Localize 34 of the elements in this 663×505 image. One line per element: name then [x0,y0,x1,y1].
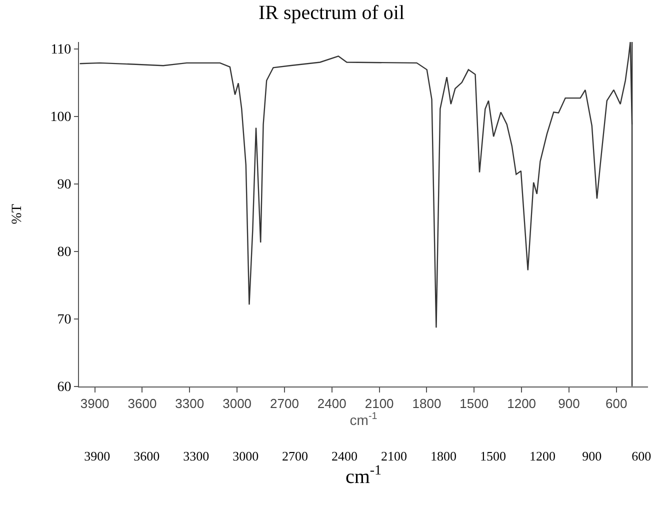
x2-tick-label: 3300 [183,448,210,464]
x2-tick-label: 900 [582,448,602,464]
x-tick-label: 2400 [317,396,346,411]
y-tick-label: 90 [57,178,72,193]
x2-tick-label: 1800 [430,448,456,464]
x-tick-label: 600 [606,396,628,411]
x-tick-label: 1200 [507,396,536,411]
x2-tick-label: 2100 [381,448,408,464]
x-tick-label: 3900 [80,396,110,411]
x-tick-label: 3300 [175,396,204,411]
y-tick-label: 100 [50,110,72,126]
x-tick-label: 2700 [270,396,299,411]
x2-tick-label: 3000 [232,448,259,464]
x-tick-label: 3000 [222,396,252,411]
x-tick-label: 3600 [128,396,157,411]
x-tick-label: 1500 [460,396,489,411]
x2-tick-label: 2400 [332,448,358,464]
x-tick-label: 2100 [364,396,394,411]
y-tick-label: 70 [57,312,72,328]
x2-tick-label: 3900 [84,448,110,464]
y-tick-label: 110 [50,42,72,58]
x2-tick-label: 600 [632,448,652,464]
y-axis-title: %T [10,204,25,224]
y-tick-label: 80 [57,245,72,260]
y-tick-label: 60 [57,380,72,396]
x2-tick-label: 2700 [282,448,308,464]
x-tick-label: 1800 [412,396,442,411]
x-tick-label: 900 [558,396,580,411]
x2-tick-label: 1200 [529,448,556,464]
x2-tick-label: 1500 [480,448,506,464]
chart-title: IR spectrum of oil [258,2,405,24]
x2-tick-label: 3600 [134,448,160,464]
x-axis-title: cm$^{-1}$ [350,410,378,428]
x2-axis-title: cm$^{-1}$ [345,463,382,488]
